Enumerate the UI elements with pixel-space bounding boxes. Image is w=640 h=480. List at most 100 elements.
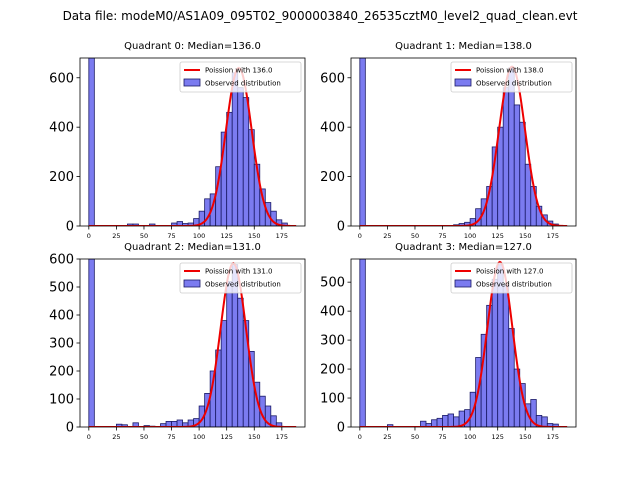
histogram-bar <box>502 284 510 427</box>
panel-quadrant-2: Quadrant 2: Median=131.0 0 100 200 300 400 500… <box>49 242 306 441</box>
histogram-bar <box>226 111 233 226</box>
y-tick-label: 400 <box>320 121 345 136</box>
legend-box <box>179 262 302 294</box>
histogram-bar <box>231 72 239 226</box>
histogram-bar <box>491 278 499 427</box>
x-tick-label: 75 <box>167 232 175 240</box>
x-tick-label: 75 <box>438 232 446 240</box>
bar-series <box>359 259 568 427</box>
legend-box <box>179 61 302 93</box>
axes-frame <box>350 258 577 428</box>
y-tick-label: 300 <box>49 337 74 352</box>
y-tick-label: 0 <box>66 220 74 235</box>
histogram-bar <box>442 415 449 427</box>
x-tick-label: 175 <box>547 232 559 240</box>
histogram-bar <box>359 259 366 427</box>
x-tick-label: 25 <box>383 433 391 441</box>
legend-label-observed: Observed distribution <box>476 281 552 289</box>
x-tick-label: 175 <box>547 433 559 441</box>
y-tick-label: 400 <box>320 305 345 320</box>
panel-quadrant-1: Quadrant 1: Median=138.0 0 200 400 600 0 25 50 7… <box>320 41 577 240</box>
y-tick-label: 200 <box>320 170 345 185</box>
y-tick-label: 100 <box>49 393 74 408</box>
x-tick-label: 125 <box>220 232 232 240</box>
legend-bar-swatch <box>454 78 472 87</box>
panel-quadrant-3: Quadrant 3: Median=127.00100200300400500… <box>320 242 577 441</box>
x-tick-label: 100 <box>464 433 476 441</box>
x-tick-label: 25 <box>112 433 120 441</box>
x-tick-label: 150 <box>248 232 260 240</box>
histogram-bar <box>513 104 521 226</box>
legend-label-poisson: Poission with 131.0 <box>205 268 273 276</box>
y-tick-label: 600 <box>320 71 345 86</box>
legend-label-poisson: Poission with 136.0 <box>205 67 273 75</box>
histogram-bar <box>524 163 532 226</box>
panel-title: Quadrant 0: Median=136.0 <box>124 41 261 52</box>
y-tick-label: 300 <box>320 334 345 349</box>
y-tick-label: 0 <box>337 421 345 436</box>
histogram-bar <box>176 419 183 427</box>
legend-bar-swatch <box>183 279 201 288</box>
legend: Poission with 127.0 Observed distribution <box>450 262 573 294</box>
x-tick-label: 100 <box>193 433 205 441</box>
panel-title: Quadrant 1: Median=138.0 <box>395 41 532 52</box>
histogram-bar <box>436 417 443 427</box>
x-tick-label: 0 <box>358 433 362 441</box>
x-tick-label: 50 <box>411 433 419 441</box>
legend-box <box>450 61 573 93</box>
legend: Poission with 136.0 Observed distribution <box>179 61 302 93</box>
y-tick-label: 100 <box>320 392 345 407</box>
histogram-bar <box>88 259 95 427</box>
histogram-bar <box>541 416 548 427</box>
legend-label-observed: Observed distribution <box>205 80 281 88</box>
histogram-bar <box>242 97 250 226</box>
axes-frame <box>350 57 577 227</box>
legend-box <box>450 262 573 294</box>
axes-frame <box>79 57 306 227</box>
y-tick-label: 200 <box>49 170 74 185</box>
histogram-bar <box>121 424 128 427</box>
x-tick-label: 50 <box>411 232 419 240</box>
x-tick-label: 100 <box>464 232 476 240</box>
bar-series <box>88 259 297 427</box>
histogram-bar <box>447 413 454 427</box>
y-tick-label: 400 <box>49 121 74 136</box>
histogram-bar <box>220 320 228 427</box>
x-tick-label: 175 <box>276 433 288 441</box>
legend-bar-swatch <box>183 78 201 87</box>
legend-label-observed: Observed distribution <box>476 80 552 88</box>
x-tick-label: 0 <box>358 232 362 240</box>
x-tick-label: 50 <box>140 232 148 240</box>
y-tick-label: 0 <box>66 421 74 436</box>
x-tick-label: 125 <box>491 232 503 240</box>
histogram-bar <box>237 297 244 427</box>
x-tick-label: 0 <box>87 433 91 441</box>
histogram-bar <box>359 58 366 226</box>
histogram-bar <box>386 424 394 427</box>
x-tick-label: 75 <box>167 433 175 441</box>
histogram-bar <box>497 126 504 226</box>
legend-bar-swatch <box>454 279 472 288</box>
y-tick-label: 200 <box>49 365 74 380</box>
y-tick-label: 500 <box>320 276 345 291</box>
y-tick-label: 500 <box>49 281 74 296</box>
x-tick-label: 175 <box>276 232 288 240</box>
legend: Poission with 138.0 Observed distribution <box>450 61 573 93</box>
x-tick-label: 150 <box>519 232 531 240</box>
x-tick-label: 125 <box>220 433 232 441</box>
poisson-curve <box>359 260 568 427</box>
x-tick-label: 25 <box>112 232 120 240</box>
y-tick-label: 200 <box>320 363 345 378</box>
poisson-curve <box>88 262 297 427</box>
legend: Poission with 131.0 Observed distribution <box>179 262 302 294</box>
histogram-bar <box>237 87 244 226</box>
x-tick-label: 0 <box>87 232 91 240</box>
panel-title: Quadrant 2: Median=131.0 <box>124 242 261 253</box>
legend-label-observed: Observed distribution <box>205 281 281 289</box>
y-tick-label: 400 <box>49 309 74 324</box>
histogram-bar <box>88 58 95 226</box>
y-tick-label: 600 <box>49 253 74 268</box>
legend-label-poisson: Poission with 127.0 <box>476 268 544 276</box>
x-tick-label: 125 <box>491 433 503 441</box>
